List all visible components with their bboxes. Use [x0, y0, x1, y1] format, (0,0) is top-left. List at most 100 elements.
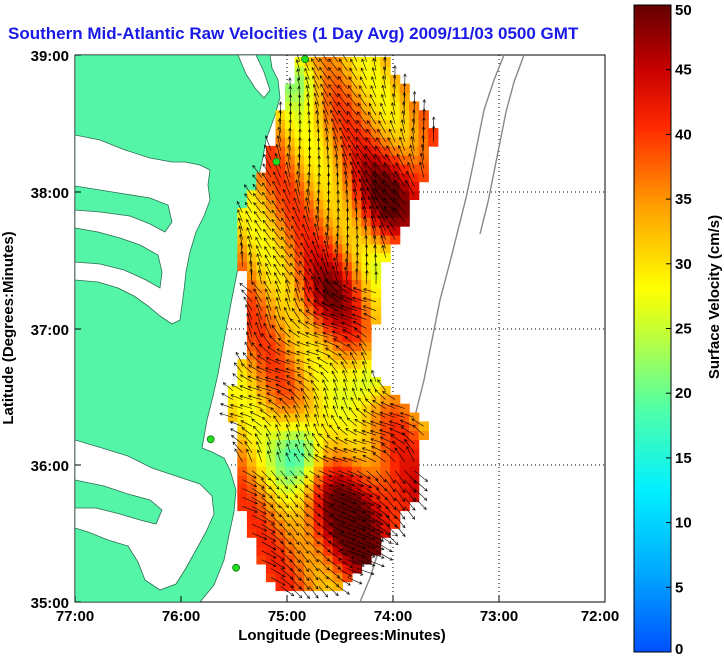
- velocity-vector: [389, 428, 405, 436]
- velocity-vector: [284, 414, 291, 427]
- velocity-arrowhead: [333, 257, 337, 261]
- velocity-vector: [299, 515, 309, 527]
- velocity-arrowhead: [266, 441, 271, 446]
- velocity-vector: [335, 437, 348, 445]
- velocity-arrowhead: [392, 506, 397, 511]
- velocity-arrowhead: [282, 198, 286, 202]
- velocity-arrowhead: [291, 396, 295, 400]
- velocity-arrowhead: [322, 289, 327, 294]
- velocity-vector: [279, 118, 281, 133]
- velocity-cell: [323, 385, 334, 396]
- velocity-vector: [337, 76, 348, 89]
- velocity-arrowhead: [378, 504, 382, 508]
- velocity-vector: [379, 225, 386, 240]
- velocity-arrowhead: [352, 188, 357, 192]
- velocity-arrowhead: [366, 128, 370, 133]
- velocity-vector: [347, 136, 358, 151]
- velocity-arrowhead: [360, 67, 364, 72]
- velocity-vector: [381, 235, 386, 249]
- velocity-vector: [299, 577, 310, 590]
- velocity-vector: [352, 361, 358, 374]
- velocity-vector: [327, 146, 329, 160]
- velocity-vector: [272, 237, 281, 249]
- velocity-vector: [387, 137, 396, 151]
- velocity-vector: [358, 94, 367, 107]
- velocity-vector: [230, 394, 243, 400]
- velocity-cell: [256, 554, 267, 565]
- velocity-arrowhead: [352, 321, 356, 324]
- velocity-cell: [399, 128, 410, 138]
- velocity-vector: [394, 470, 406, 484]
- velocity-cell: [342, 57, 353, 67]
- velocity-arrowhead: [252, 164, 256, 169]
- velocity-vector: [353, 188, 358, 205]
- velocity-arrowhead: [249, 353, 254, 357]
- velocity-arrowhead: [265, 433, 270, 437]
- velocity-arrowhead: [377, 128, 381, 133]
- velocity-vector: [323, 340, 339, 347]
- velocity-arrowhead: [319, 50, 322, 53]
- velocity-cell: [256, 457, 267, 467]
- velocity-vector: [299, 559, 309, 572]
- velocity-vector: [272, 190, 281, 205]
- velocity-arrowhead: [351, 313, 356, 317]
- velocity-vector: [295, 414, 300, 427]
- velocity-vector: [352, 387, 358, 400]
- colorbar-label: Surface Velocity (cm/s): [706, 215, 723, 379]
- velocity-cell: [370, 421, 382, 432]
- velocity-arrowhead: [263, 228, 267, 233]
- velocity-arrowhead: [355, 136, 360, 141]
- velocity-arrowhead: [311, 58, 315, 62]
- velocity-vector: [306, 85, 310, 98]
- velocity-arrowhead: [406, 170, 410, 175]
- velocity-vector: [374, 154, 386, 169]
- velocity-arrowhead: [388, 128, 392, 133]
- velocity-arrowhead: [381, 555, 385, 559]
- velocity-vector: [223, 382, 234, 391]
- velocity-vector: [239, 395, 253, 400]
- velocity-cell: [390, 145, 401, 156]
- velocity-vector: [350, 397, 358, 409]
- velocity-vector: [366, 479, 379, 490]
- velocity-vector: [270, 541, 285, 553]
- velocity-cell: [265, 208, 277, 218]
- velocity-cell: [332, 465, 343, 476]
- velocity-arrowhead: [321, 92, 325, 96]
- velocity-arrowhead: [289, 567, 294, 572]
- velocity-cell: [323, 65, 334, 76]
- velocity-arrowhead: [306, 93, 310, 98]
- velocity-cell: [227, 394, 239, 405]
- velocity-arrowhead: [304, 423, 309, 428]
- velocity-arrowhead: [262, 502, 267, 506]
- velocity-cell: [304, 234, 315, 245]
- velocity-vector: [313, 55, 320, 62]
- velocity-vector: [368, 196, 377, 214]
- velocity-cell: [323, 225, 334, 236]
- velocity-arrowhead: [305, 541, 309, 545]
- velocity-cell: [285, 243, 296, 254]
- velocity-arrowhead: [336, 198, 340, 203]
- velocity-vector: [290, 263, 300, 276]
- velocity-cell: [304, 74, 315, 85]
- velocity-arrowhead: [369, 205, 373, 210]
- velocity-vector: [307, 298, 320, 311]
- velocity-vector: [309, 559, 319, 571]
- velocity-cell: [332, 474, 343, 485]
- velocity-arrowhead: [424, 478, 429, 482]
- velocity-vector: [356, 488, 373, 497]
- velocity-arrowhead: [331, 330, 336, 334]
- velocity-vector: [281, 236, 291, 249]
- velocity-cell: [285, 305, 296, 316]
- velocity-arrowhead: [372, 57, 376, 62]
- velocity-cell: [323, 74, 334, 85]
- velocity-arrowhead: [337, 101, 341, 106]
- velocity-vector: [365, 178, 377, 196]
- velocity-arrowhead: [253, 331, 257, 336]
- velocity-arrowhead: [399, 136, 403, 141]
- velocity-arrowhead: [314, 341, 318, 345]
- velocity-vector: [372, 400, 386, 409]
- velocity-vector: [242, 479, 257, 487]
- velocity-vector: [382, 391, 396, 400]
- velocity-cell: [399, 492, 410, 503]
- velocity-cell: [265, 448, 277, 458]
